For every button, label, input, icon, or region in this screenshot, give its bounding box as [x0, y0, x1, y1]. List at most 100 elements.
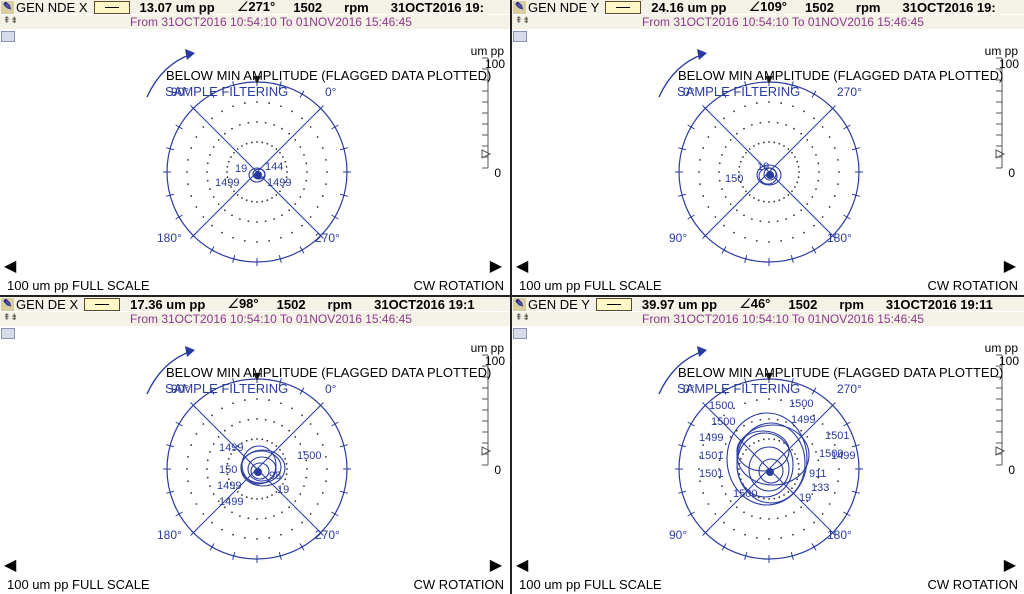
- scroll-icon[interactable]: ⇞⇟: [515, 312, 531, 322]
- grid-dot: [264, 517, 267, 520]
- zoom-icon[interactable]: [513, 31, 527, 42]
- grid-dot: [299, 443, 302, 445]
- orbit-point-label: 19: [277, 484, 289, 496]
- zoom-icon[interactable]: [1, 31, 15, 42]
- grid-dot: [698, 171, 700, 173]
- grid-dot: [301, 521, 303, 524]
- grid-dot: [221, 407, 223, 410]
- orbit-point-label: 133: [811, 482, 829, 494]
- grid-dot: [800, 209, 803, 212]
- grid-dot: [796, 478, 799, 481]
- orbit-point-label: 1500: [733, 488, 757, 500]
- left-arrow-icon[interactable]: ◀: [516, 557, 529, 574]
- grid-dot: [256, 121, 258, 123]
- grid-dot: [815, 188, 817, 191]
- pen-icon[interactable]: ✎: [513, 297, 526, 311]
- legend-swatch[interactable]: [605, 0, 642, 14]
- grid-dot: [813, 521, 815, 524]
- grid-dot: [256, 518, 258, 520]
- grid-dot: [303, 153, 305, 156]
- grid-dot: [757, 199, 760, 202]
- angle-label-bottom-left: 90°: [669, 528, 687, 542]
- grid-dot: [206, 162, 209, 165]
- zoom-icon[interactable]: [1, 328, 15, 339]
- legend-swatch[interactable]: [595, 297, 632, 311]
- right-arrow-icon[interactable]: ▶: [489, 557, 502, 574]
- grid-dot: [698, 468, 700, 470]
- scroll-icon[interactable]: ⇞⇟: [3, 312, 19, 322]
- phase-readout: ∠109°: [748, 0, 787, 15]
- legend-swatch[interactable]: [84, 297, 121, 311]
- polar-tick: [678, 444, 687, 448]
- left-arrow-icon[interactable]: ◀: [4, 258, 17, 275]
- grid-dot: [264, 220, 267, 223]
- amplitude-readout: 39.97 um pp: [642, 297, 717, 312]
- rpm-label: rpm: [344, 0, 369, 15]
- grid-dot: [803, 407, 805, 410]
- grid-dot: [256, 498, 258, 500]
- grid-dot: [738, 171, 740, 173]
- channel-name: GEN NDE X: [16, 0, 88, 15]
- grid-dot: [226, 171, 228, 173]
- grid-dot: [744, 236, 746, 239]
- grid-dot: [284, 478, 287, 481]
- grid-dot: [699, 480, 701, 483]
- grid-dot: [811, 493, 814, 495]
- phase-value: 98°: [238, 297, 259, 311]
- grid-dot: [273, 421, 276, 423]
- left-arrow-icon[interactable]: ◀: [4, 557, 17, 574]
- zoom-icon[interactable]: [513, 328, 527, 339]
- grid-dot: [762, 200, 765, 203]
- orbit-center: [766, 171, 774, 179]
- grid-dot: [738, 473, 741, 476]
- pen-icon[interactable]: ✎: [1, 0, 14, 14]
- grid-dot: [806, 138, 809, 141]
- grid-dot: [733, 231, 735, 234]
- grid-dot: [798, 468, 800, 470]
- scroll-icon[interactable]: ⇞⇟: [3, 15, 19, 25]
- grid-dot: [305, 459, 308, 462]
- legend-swatch[interactable]: [93, 0, 130, 14]
- angle-label-top: 270°: [837, 382, 862, 396]
- grid-dot: [187, 455, 189, 458]
- grid-dot: [800, 429, 803, 432]
- angle-label-bottom-left: 90°: [669, 231, 687, 245]
- grid-dot: [231, 214, 233, 217]
- grid-dot: [282, 186, 284, 188]
- pen-icon[interactable]: ✎: [513, 0, 526, 14]
- grid-dot: [280, 105, 282, 108]
- grid-dot: [768, 221, 770, 223]
- grid-dot: [226, 473, 229, 476]
- date-range-bar: From 31OCT2016 10:54:10 To 01NOV2016 15:…: [512, 312, 1024, 326]
- scroll-icon[interactable]: ⇞⇟: [515, 15, 531, 25]
- grid-dot: [821, 423, 824, 425]
- grid-dot: [245, 439, 248, 442]
- orbit-point-label: 911: [809, 468, 827, 480]
- grid-dot: [236, 445, 239, 447]
- grid-dot: [753, 442, 755, 444]
- date-range-bar: From 31OCT2016 10:54:10 To 01NOV2016 15:…: [0, 312, 510, 326]
- grid-dot: [238, 515, 241, 517]
- date-range: From 31OCT2016 10:54:10 To 01NOV2016 15:…: [130, 15, 412, 29]
- grid-dot: [833, 195, 836, 197]
- grid-dot: [190, 492, 193, 494]
- right-arrow-icon[interactable]: ▶: [1003, 258, 1016, 275]
- grid-dot: [813, 414, 815, 417]
- filter-message: SAMPLE FILTERING: [677, 84, 801, 99]
- grid-dot: [190, 195, 193, 197]
- right-arrow-icon[interactable]: ▶: [1003, 557, 1016, 574]
- right-arrow-icon[interactable]: ▶: [489, 258, 502, 275]
- phase-value: 271°: [248, 0, 276, 14]
- grid-dot: [707, 503, 710, 505]
- polar-tick: [851, 147, 860, 151]
- grid-dot: [291, 407, 293, 410]
- left-arrow-icon[interactable]: ◀: [516, 258, 529, 275]
- grid-dot: [729, 138, 732, 141]
- polar-tick: [278, 378, 282, 387]
- angle-icon: ∠: [748, 0, 761, 14]
- polar-tick: [175, 214, 183, 220]
- grid-dot: [735, 506, 738, 509]
- polar-tick: [851, 193, 860, 197]
- grid-dot: [284, 181, 287, 184]
- pen-icon[interactable]: ✎: [1, 297, 14, 311]
